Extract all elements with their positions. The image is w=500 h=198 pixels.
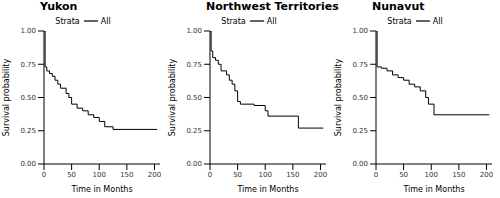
svg-text:0.50: 0.50: [20, 94, 36, 102]
svg-text:1.00: 1.00: [186, 27, 202, 35]
svg-text:0.00: 0.00: [352, 160, 368, 168]
svg-text:Survival probability: Survival probability: [168, 58, 177, 136]
svg-text:150: 150: [286, 171, 299, 179]
svg-text:100: 100: [425, 171, 438, 179]
svg-text:0.00: 0.00: [20, 160, 36, 168]
svg-text:Time in Months: Time in Months: [236, 185, 298, 194]
svg-text:150: 150: [452, 171, 465, 179]
html-text:All: All: [266, 16, 277, 26]
html-text:All: All: [100, 16, 111, 26]
svg-text:200: 200: [314, 171, 327, 179]
svg-text:50: 50: [67, 171, 76, 179]
svg-text:0.25: 0.25: [20, 127, 36, 135]
html-text:Strata: Strata: [221, 16, 246, 26]
svg-text:0.50: 0.50: [186, 94, 202, 102]
html-text:Yukon: Yukon: [40, 0, 78, 13]
html-text:All: All: [432, 16, 443, 26]
svg-text:0.75: 0.75: [186, 61, 202, 69]
svg-text:100: 100: [259, 171, 272, 179]
svg-text:0.50: 0.50: [352, 94, 368, 102]
svg-text:Survival probability: Survival probability: [8, 58, 11, 136]
svg-text:0.75: 0.75: [352, 61, 368, 69]
svg-text:1.00: 1.00: [352, 27, 368, 35]
svg-text:50: 50: [233, 171, 242, 179]
html-text:Strata: Strata: [387, 16, 412, 26]
svg-text:0.25: 0.25: [186, 127, 202, 135]
html-text:Strata: Strata: [55, 16, 80, 26]
svg-text:1.00: 1.00: [20, 27, 36, 35]
svg-text:0.75: 0.75: [20, 61, 36, 69]
svg-text:150: 150: [120, 171, 133, 179]
svg-text:Time in Months: Time in Months: [402, 185, 464, 194]
html-text:Northwest Territories: Northwest Territories: [206, 0, 339, 13]
svg-text:0: 0: [374, 171, 378, 179]
svg-text:0.00: 0.00: [186, 160, 202, 168]
svg-text:Time in Months: Time in Months: [70, 185, 132, 194]
svg-text:200: 200: [148, 171, 161, 179]
svg-text:0: 0: [42, 171, 46, 179]
svg-text:100: 100: [93, 171, 106, 179]
svg-text:200: 200: [480, 171, 492, 179]
html-text:Nunavut: Nunavut: [372, 0, 425, 13]
svg-text:Survival probability: Survival probability: [334, 58, 343, 136]
svg-text:50: 50: [399, 171, 408, 179]
svg-text:0: 0: [208, 171, 212, 179]
svg-text:0.25: 0.25: [352, 127, 368, 135]
